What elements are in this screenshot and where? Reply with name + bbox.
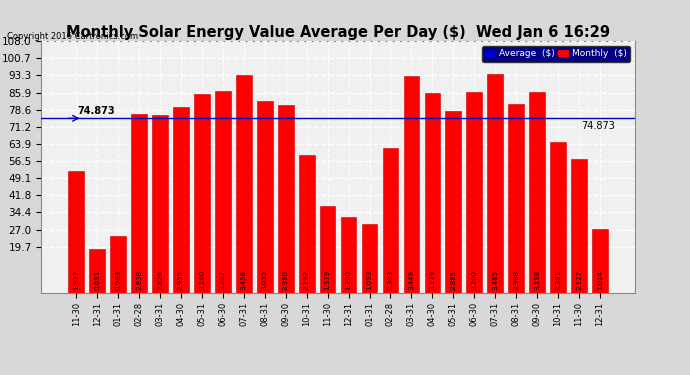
Text: 2.391: 2.391: [555, 270, 561, 290]
Bar: [89, 249, 105, 292]
Bar: [152, 115, 168, 292]
Text: 3.449: 3.449: [408, 270, 415, 290]
Text: 2.998: 2.998: [513, 270, 519, 290]
Text: 1.200: 1.200: [346, 270, 352, 290]
Bar: [319, 206, 335, 292]
Text: 3.055: 3.055: [262, 270, 268, 290]
Bar: [236, 75, 252, 292]
Bar: [194, 94, 210, 292]
Text: 3.200: 3.200: [471, 270, 477, 290]
Bar: [341, 217, 357, 292]
Title: Monthly Solar Energy Value Average Per Day ($)  Wed Jan 6 16:29: Monthly Solar Energy Value Average Per D…: [66, 25, 610, 40]
Text: 3.179: 3.179: [429, 270, 435, 290]
Text: 74.873: 74.873: [77, 105, 115, 116]
Text: 1.014: 1.014: [597, 270, 603, 290]
Text: 3.198: 3.198: [534, 270, 540, 290]
Text: 2.303: 2.303: [388, 270, 393, 290]
Text: 1.379: 1.379: [324, 270, 331, 290]
Bar: [446, 111, 461, 292]
Text: 2.955: 2.955: [178, 270, 184, 290]
Bar: [509, 104, 524, 292]
Bar: [68, 171, 84, 292]
Text: 2.127: 2.127: [576, 270, 582, 290]
Bar: [571, 159, 587, 292]
Bar: [383, 148, 398, 292]
Bar: [592, 229, 608, 292]
Bar: [110, 236, 126, 292]
Bar: [466, 92, 482, 292]
Bar: [404, 76, 420, 292]
Legend: Average  ($), Monthly  ($): Average ($), Monthly ($): [482, 46, 630, 62]
Bar: [550, 142, 566, 292]
Bar: [299, 155, 315, 292]
Text: 2.990: 2.990: [283, 270, 288, 290]
Text: 3.160: 3.160: [199, 270, 205, 290]
Text: Copyright 2016 Cartronics.com: Copyright 2016 Cartronics.com: [7, 32, 138, 41]
Text: 3.485: 3.485: [492, 270, 498, 290]
Text: 1.937: 1.937: [73, 270, 79, 290]
Text: 3.207: 3.207: [220, 270, 226, 290]
Bar: [173, 107, 189, 292]
Bar: [362, 224, 377, 292]
Bar: [131, 114, 147, 292]
Bar: [424, 93, 440, 292]
Text: 2.895: 2.895: [451, 270, 456, 290]
Text: 2.192: 2.192: [304, 270, 310, 290]
Text: 2.838: 2.838: [136, 270, 142, 290]
Bar: [215, 91, 230, 292]
Text: 3.458: 3.458: [241, 270, 247, 290]
Text: 74.873: 74.873: [581, 121, 615, 130]
Bar: [487, 74, 503, 292]
Text: 2.826: 2.826: [157, 270, 163, 290]
Bar: [278, 105, 293, 292]
Text: 0.903: 0.903: [115, 270, 121, 290]
Text: 0.691: 0.691: [94, 270, 100, 290]
Text: 1.093: 1.093: [366, 270, 373, 290]
Bar: [529, 92, 545, 292]
Bar: [257, 100, 273, 292]
